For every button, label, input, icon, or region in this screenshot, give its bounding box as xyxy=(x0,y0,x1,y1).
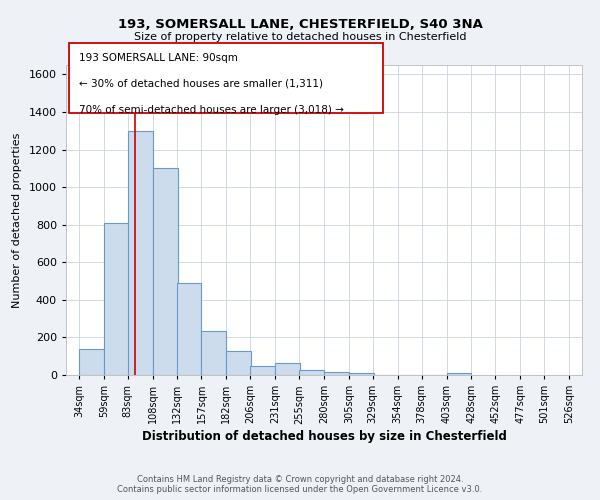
Bar xyxy=(324,372,349,375)
Bar xyxy=(79,348,104,375)
FancyBboxPatch shape xyxy=(68,44,383,113)
Bar xyxy=(128,131,152,375)
Bar xyxy=(202,331,226,375)
Bar xyxy=(299,370,324,375)
Bar xyxy=(275,363,300,375)
Text: 70% of semi-detached houses are larger (3,018) →: 70% of semi-detached houses are larger (… xyxy=(79,106,344,116)
Text: ← 30% of detached houses are smaller (1,311): ← 30% of detached houses are smaller (1,… xyxy=(79,79,323,89)
Bar xyxy=(176,283,202,375)
Text: 193 SOMERSALL LANE: 90sqm: 193 SOMERSALL LANE: 90sqm xyxy=(79,52,238,62)
Text: Contains HM Land Registry data © Crown copyright and database right 2024.: Contains HM Land Registry data © Crown c… xyxy=(137,475,463,484)
Bar xyxy=(152,168,178,375)
Bar xyxy=(349,373,374,375)
Bar xyxy=(446,373,472,375)
Bar xyxy=(226,350,251,375)
Bar xyxy=(104,223,129,375)
Y-axis label: Number of detached properties: Number of detached properties xyxy=(12,132,22,308)
Text: Contains public sector information licensed under the Open Government Licence v3: Contains public sector information licen… xyxy=(118,485,482,494)
X-axis label: Distribution of detached houses by size in Chesterfield: Distribution of detached houses by size … xyxy=(142,430,506,444)
Bar xyxy=(250,366,275,375)
Text: Size of property relative to detached houses in Chesterfield: Size of property relative to detached ho… xyxy=(134,32,466,42)
Text: 193, SOMERSALL LANE, CHESTERFIELD, S40 3NA: 193, SOMERSALL LANE, CHESTERFIELD, S40 3… xyxy=(118,18,482,30)
